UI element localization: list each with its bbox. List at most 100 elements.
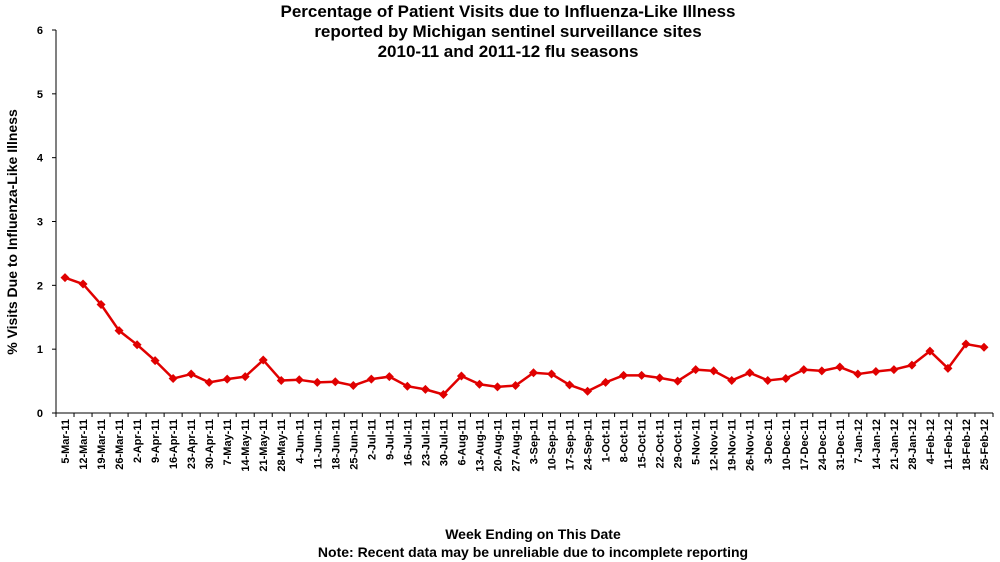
x-tick-label: 19-Mar-11 xyxy=(96,419,108,470)
x-tick-label: 25-Feb-12 xyxy=(979,419,991,470)
x-tick-label: 2-Jul-11 xyxy=(366,419,378,460)
x-tick-label: 22-Oct-11 xyxy=(655,419,667,469)
x-tick-label: 12-Mar-11 xyxy=(78,419,90,470)
data-point xyxy=(168,374,178,384)
x-axis-label: Week Ending on This Date xyxy=(445,526,621,542)
data-point xyxy=(943,363,953,373)
x-tick-label: 15-Oct-11 xyxy=(637,419,649,469)
data-point xyxy=(78,279,88,289)
chart-note: Note: Recent data may be unreliable due … xyxy=(317,544,749,560)
y-tick-label: 2 xyxy=(37,280,43,292)
x-tick-label: 9-Apr-11 xyxy=(150,419,162,463)
x-tick-label: 7-Jan-12 xyxy=(853,419,865,464)
data-point xyxy=(853,369,863,379)
data-point xyxy=(114,326,124,336)
x-tick-label: 2-Apr-11 xyxy=(132,419,144,463)
data-point xyxy=(565,380,575,390)
x-tick-label: 25-Jun-11 xyxy=(348,419,360,470)
y-tick-label: 0 xyxy=(37,408,43,420)
x-tick-label: 20-Aug-11 xyxy=(492,419,504,472)
series-line xyxy=(64,276,985,396)
x-tick-label: 14-Jan-12 xyxy=(871,419,883,470)
data-point xyxy=(835,362,845,372)
x-tick-label: 21-Jan-12 xyxy=(889,419,901,470)
data-point xyxy=(258,355,268,365)
data-point xyxy=(691,365,701,375)
x-tick-label: 7-May-11 xyxy=(222,419,234,465)
data-point xyxy=(294,375,304,385)
x-tick-label: 27-Aug-11 xyxy=(510,419,522,472)
data-point xyxy=(709,366,719,376)
data-point xyxy=(474,379,484,389)
x-tick-label: 17-Sep-11 xyxy=(565,419,577,470)
x-tick-label: 13-Aug-11 xyxy=(474,419,486,472)
x-tick-labels: 5-Mar-11 12-Mar-11 19-Mar-11 26-Mar-11 2-Apr… xyxy=(55,413,994,472)
x-tick-label: 28-May-11 xyxy=(276,419,288,472)
data-point xyxy=(889,365,899,375)
data-point xyxy=(240,372,250,382)
x-tick-label: 31-Dec-11 xyxy=(835,419,847,470)
x-tick-label: 11-Jun-11 xyxy=(312,419,324,469)
x-tick-label: 16-Jul-11 xyxy=(402,419,414,466)
data-point xyxy=(961,339,971,349)
data-point xyxy=(492,382,502,392)
data-point xyxy=(601,377,611,387)
data-point xyxy=(799,365,809,375)
data-point xyxy=(60,273,70,283)
x-tick-label: 23-Apr-11 xyxy=(186,419,198,469)
x-tick-label: 8-Oct-11 xyxy=(619,419,631,462)
x-tick-label: 9-Jul-11 xyxy=(384,419,396,460)
data-point xyxy=(817,366,827,376)
x-tick-label: 10-Dec-11 xyxy=(781,419,793,470)
x-tick-label: 28-Jan-12 xyxy=(907,419,919,470)
x-tick-label: 23-Jul-11 xyxy=(420,419,432,466)
x-tick-label: 16-Apr-11 xyxy=(168,419,180,469)
data-point xyxy=(547,369,557,379)
chart-title-line-2: reported by Michigan sentinel surveillan… xyxy=(314,22,702,41)
data-point xyxy=(132,340,142,350)
x-tick-label: 17-Dec-11 xyxy=(799,419,811,470)
data-point xyxy=(763,375,773,385)
data-point xyxy=(510,381,520,391)
y-tick-label: 5 xyxy=(37,89,43,101)
data-point xyxy=(438,389,448,399)
data-point xyxy=(348,381,358,391)
x-tick-label: 4-Feb-12 xyxy=(925,419,937,464)
data-point xyxy=(186,369,196,379)
x-tick-label: 14-May-11 xyxy=(240,419,252,472)
x-tick-label: 3-Sep-11 xyxy=(529,419,541,464)
data-point xyxy=(529,368,539,378)
x-tick-label: 30-Apr-11 xyxy=(204,419,216,469)
data-point xyxy=(204,377,214,387)
data-point xyxy=(925,346,935,356)
x-tick-label: 4-Jun-11 xyxy=(294,419,306,464)
chart-title: Percentage of Patient Visits due to Infl… xyxy=(0,2,1000,62)
data-point xyxy=(781,374,791,384)
x-tick-label: 11-Feb-12 xyxy=(943,419,955,470)
chart-title-line-3: 2010-11 and 2011-12 flu seasons xyxy=(377,42,639,61)
chart-title-line-1: Percentage of Patient Visits due to Infl… xyxy=(280,2,736,21)
y-tick-label: 3 xyxy=(37,217,43,229)
x-tick-label: 21-May-11 xyxy=(258,419,270,472)
data-point xyxy=(583,386,593,396)
y-tick-label: 1 xyxy=(37,344,43,356)
data-point xyxy=(456,371,466,381)
x-tick-label: 5-Nov-11 xyxy=(691,419,703,465)
x-tick-label: 24-Dec-11 xyxy=(817,419,829,470)
x-tick-label: 26-Mar-11 xyxy=(114,419,126,470)
x-tick-label: 6-Aug-11 xyxy=(456,419,468,465)
x-tick-label: 26-Nov-11 xyxy=(745,419,757,471)
data-point xyxy=(871,367,881,377)
data-point xyxy=(655,373,665,383)
series-group xyxy=(60,273,989,399)
data-point xyxy=(619,370,629,380)
x-tick-label: 3-Dec-11 xyxy=(763,419,775,464)
data-point xyxy=(366,374,376,384)
y-tick-label: 4 xyxy=(37,153,44,165)
x-tick-label: 10-Sep-11 xyxy=(547,419,559,470)
data-point xyxy=(312,377,322,387)
data-point xyxy=(420,384,430,394)
data-point xyxy=(727,375,737,385)
axes xyxy=(55,30,993,414)
